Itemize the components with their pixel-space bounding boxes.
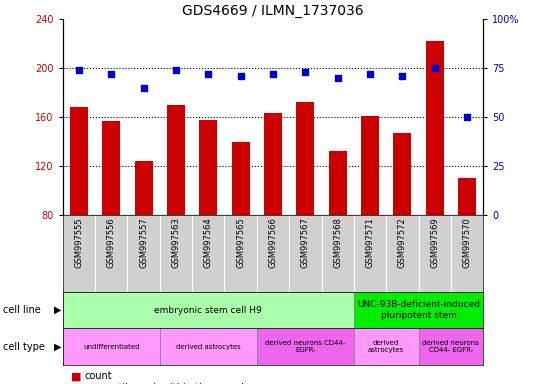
Text: GSM997565: GSM997565 [236, 217, 245, 268]
Text: percentile rank within the sample: percentile rank within the sample [85, 383, 250, 384]
Point [333, 75, 342, 81]
Point [107, 71, 116, 77]
Bar [329, 151, 347, 215]
Text: derived
astrocytes: derived astrocytes [368, 340, 405, 353]
Point [398, 73, 407, 79]
Text: UNC-93B-deficient-induced
pluripotent stem: UNC-93B-deficient-induced pluripotent st… [357, 300, 480, 320]
Text: GSM997563: GSM997563 [171, 217, 181, 268]
Text: GSM997556: GSM997556 [107, 217, 116, 268]
Bar [199, 119, 217, 215]
Text: cell line: cell line [3, 305, 40, 315]
Text: ▶: ▶ [54, 305, 61, 315]
Point [366, 71, 375, 77]
Bar [458, 178, 476, 215]
Point [139, 85, 148, 91]
Text: GSM997557: GSM997557 [139, 217, 148, 268]
Text: embryonic stem cell H9: embryonic stem cell H9 [155, 306, 262, 314]
Text: GSM997569: GSM997569 [430, 217, 439, 268]
Bar [394, 133, 411, 215]
Point [430, 65, 439, 71]
Bar [361, 116, 379, 215]
Point [171, 67, 180, 73]
Text: derived astrocytes: derived astrocytes [176, 344, 241, 349]
Bar [232, 142, 250, 215]
Text: derived neurons CD44-
EGFR-: derived neurons CD44- EGFR- [265, 340, 346, 353]
Text: ▶: ▶ [54, 341, 61, 352]
Text: GSM997564: GSM997564 [204, 217, 213, 268]
Text: GSM997555: GSM997555 [74, 217, 84, 268]
Text: GSM997570: GSM997570 [462, 217, 472, 268]
Title: GDS4669 / ILMN_1737036: GDS4669 / ILMN_1737036 [182, 4, 364, 18]
Point [462, 114, 471, 120]
Bar [167, 105, 185, 215]
Bar [426, 41, 443, 215]
Text: undifferentiated: undifferentiated [83, 344, 140, 349]
Text: ■: ■ [71, 371, 81, 381]
Text: GSM997567: GSM997567 [301, 217, 310, 268]
Bar [63, 292, 354, 328]
Text: GSM997572: GSM997572 [398, 217, 407, 268]
Bar [354, 328, 419, 365]
Point [236, 73, 245, 79]
Bar [135, 161, 152, 215]
Bar [354, 292, 483, 328]
Text: count: count [85, 371, 112, 381]
Bar [264, 113, 282, 215]
Bar [160, 328, 257, 365]
Bar [70, 108, 88, 215]
Bar [103, 121, 120, 215]
Bar [257, 328, 354, 365]
Text: ■: ■ [71, 383, 81, 384]
Point [75, 67, 84, 73]
Text: GSM997568: GSM997568 [333, 217, 342, 268]
Text: cell type: cell type [3, 341, 45, 352]
Text: GSM997571: GSM997571 [365, 217, 375, 268]
Point [269, 71, 277, 77]
Point [204, 71, 213, 77]
Bar [419, 328, 483, 365]
Bar [296, 103, 314, 215]
Point [301, 69, 310, 75]
Bar [63, 328, 160, 365]
Text: GSM997566: GSM997566 [269, 217, 277, 268]
Text: derived neurons
CD44- EGFR-: derived neurons CD44- EGFR- [423, 340, 479, 353]
